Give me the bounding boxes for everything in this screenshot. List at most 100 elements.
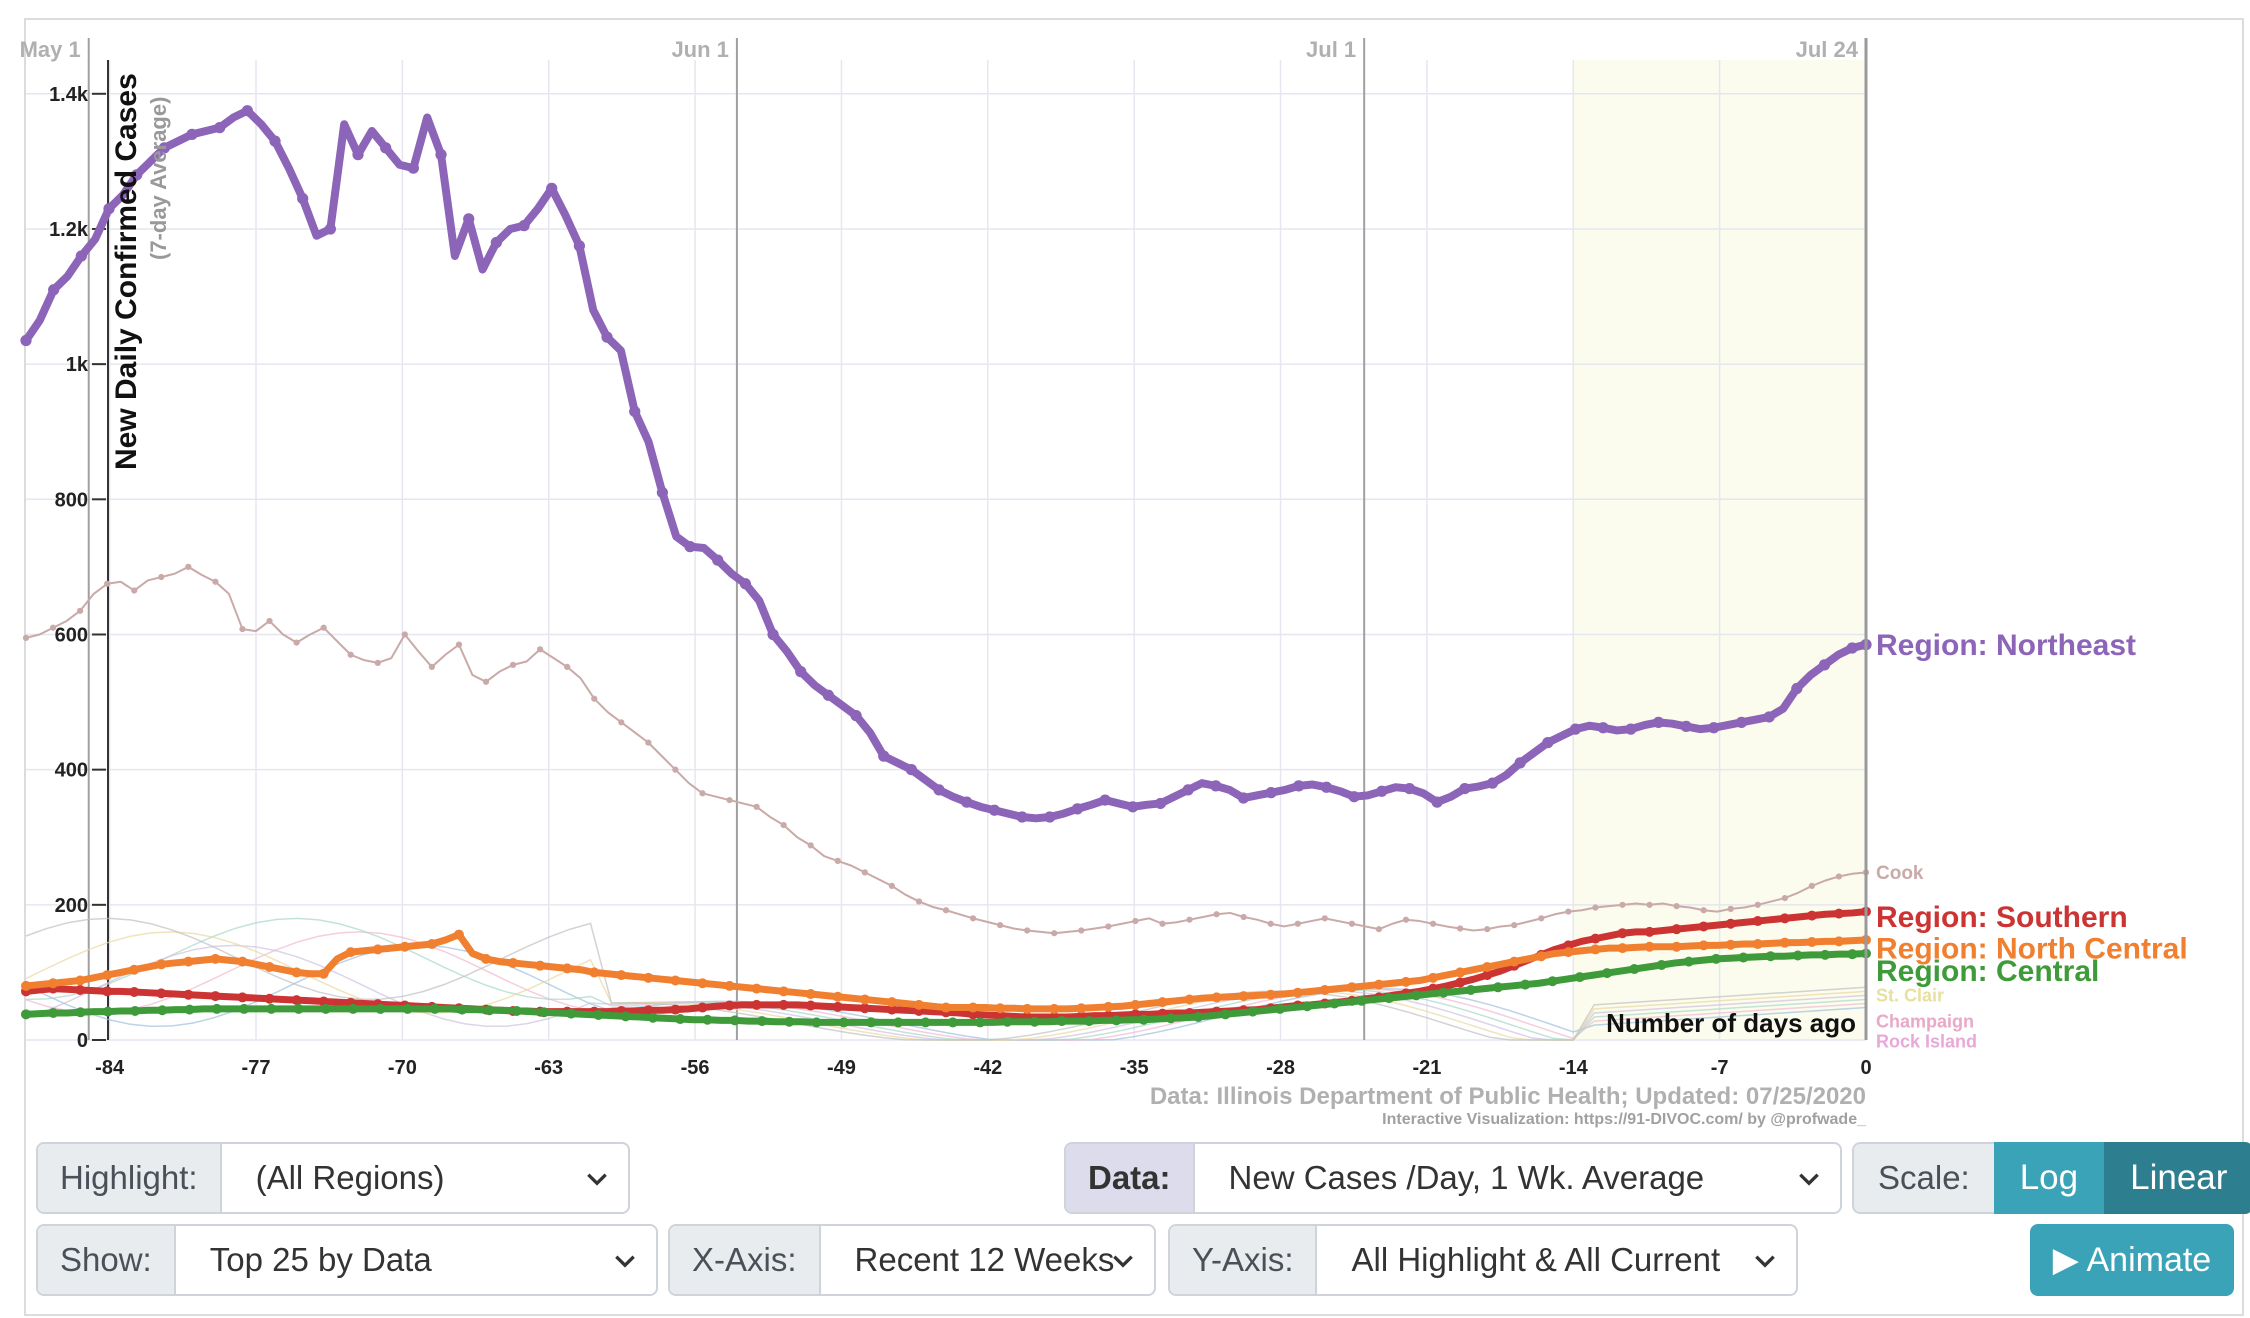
series-point	[1348, 920, 1356, 927]
data-value[interactable]: New Cases /Day, 1 Wk. Average	[1195, 1144, 1840, 1212]
animate-button[interactable]: ▶ Animate	[2030, 1224, 2234, 1296]
series-point	[1455, 977, 1466, 988]
series-point	[1808, 882, 1816, 890]
series-point	[210, 953, 221, 964]
series-point	[712, 554, 724, 566]
series-point	[1438, 987, 1449, 998]
series-point	[878, 750, 890, 762]
series-point	[593, 1009, 604, 1020]
series-point	[401, 631, 408, 638]
series-point	[372, 944, 383, 955]
series-point	[1319, 984, 1330, 995]
y-axis-subtitle: (7-day Average)	[146, 97, 171, 260]
series-end-label: Region: Southern	[1876, 901, 2128, 934]
highlight-select[interactable]: Highlight: (All Regions)	[36, 1142, 630, 1214]
series-point	[616, 970, 627, 981]
series-point	[1833, 936, 1844, 947]
y-axis-title: New Daily Confirmed Cases	[110, 73, 143, 470]
series-point	[1486, 777, 1499, 789]
series-point	[1159, 920, 1166, 927]
series-point	[1022, 1003, 1033, 1014]
series-point	[1671, 941, 1682, 952]
controls-row-1: Highlight: (All Regions) Data: New Cases…	[0, 1142, 2250, 1218]
chevron-down-icon	[1113, 1255, 1133, 1268]
series-point	[402, 1003, 413, 1014]
series-point	[1375, 926, 1383, 933]
series-point	[237, 992, 248, 1003]
series-point	[629, 405, 641, 418]
yaxis-select[interactable]: Y-Axis: All Highlight & All Current	[1168, 1224, 1798, 1296]
series-point	[291, 967, 302, 978]
series-point	[920, 1017, 931, 1028]
series-point	[1210, 780, 1222, 792]
series-point	[975, 1017, 986, 1028]
series-point	[1103, 1001, 1114, 1012]
xaxis-value[interactable]: Recent 12 Weeks	[821, 1226, 1154, 1294]
series-point	[490, 236, 503, 249]
x-tick-label: -7	[1711, 1057, 1729, 1079]
series-point	[805, 989, 816, 1000]
series-point	[589, 967, 600, 978]
series-point	[1563, 947, 1574, 958]
series-point	[767, 628, 779, 641]
series-point	[1725, 918, 1736, 929]
scale-log-button[interactable]: Log	[1993, 1142, 2105, 1214]
series-point	[1138, 1014, 1149, 1025]
series-point	[48, 1007, 59, 1018]
show-select[interactable]: Show: Top 25 by Data	[36, 1224, 658, 1296]
x-tick-label: -70	[388, 1057, 417, 1079]
series-point	[1302, 1001, 1313, 1012]
show-value[interactable]: Top 25 by Data	[176, 1226, 656, 1294]
series-point	[131, 587, 138, 594]
series-point	[1346, 982, 1357, 993]
series-point	[1356, 995, 1367, 1006]
x-tick-label: -35	[1120, 1057, 1149, 1079]
series-point	[697, 1002, 708, 1013]
series-point	[1049, 1003, 1060, 1014]
y-tick-label: 0	[77, 1030, 88, 1052]
xaxis-label: X-Axis:	[670, 1226, 821, 1294]
series-point	[183, 956, 194, 967]
series-end-label: Champaign	[1876, 1011, 1974, 1031]
xaxis-value-text: Recent 12 Weeks	[854, 1241, 1115, 1278]
series-point	[724, 980, 735, 991]
series-point	[1806, 910, 1817, 921]
series-point	[1617, 943, 1628, 954]
series-point	[832, 991, 843, 1002]
series-point	[102, 986, 113, 997]
series-point	[1792, 950, 1803, 961]
series-point	[996, 921, 1004, 929]
series-point	[1051, 930, 1058, 937]
series-point	[969, 915, 977, 922]
scale-toggle: Scale: Log Linear	[1852, 1142, 2250, 1214]
series-point	[778, 986, 789, 997]
series-point	[264, 962, 275, 973]
series-point	[913, 999, 924, 1010]
x-axis-title: Number of days ago	[1606, 1008, 1856, 1038]
series-point	[1211, 992, 1222, 1003]
series-point	[1292, 987, 1303, 998]
series-point	[22, 634, 30, 641]
series-point	[988, 804, 1001, 816]
series-point	[212, 578, 219, 585]
background-county-line	[25, 931, 1867, 1041]
series-point	[455, 641, 463, 648]
series-point	[186, 128, 198, 140]
series-point	[1484, 926, 1491, 933]
xaxis-select[interactable]: X-Axis: Recent 12 Weeks	[668, 1224, 1156, 1296]
yaxis-value[interactable]: All Highlight & All Current	[1317, 1226, 1796, 1294]
series-point	[1016, 811, 1028, 823]
series-point	[1602, 968, 1613, 979]
series-point	[1186, 916, 1193, 923]
series-point	[1765, 951, 1776, 962]
series-point	[1847, 949, 1858, 960]
series-point	[482, 678, 490, 685]
scale-linear-button[interactable]: Linear	[2104, 1142, 2250, 1214]
series-point	[886, 997, 897, 1008]
series-point	[1644, 926, 1655, 937]
series-point	[947, 1017, 958, 1028]
data-select[interactable]: Data: New Cases /Day, 1 Wk. Average	[1064, 1142, 1842, 1214]
series-point	[352, 148, 364, 161]
highlight-value[interactable]: (All Regions)	[222, 1144, 628, 1212]
series-point	[1542, 736, 1554, 749]
